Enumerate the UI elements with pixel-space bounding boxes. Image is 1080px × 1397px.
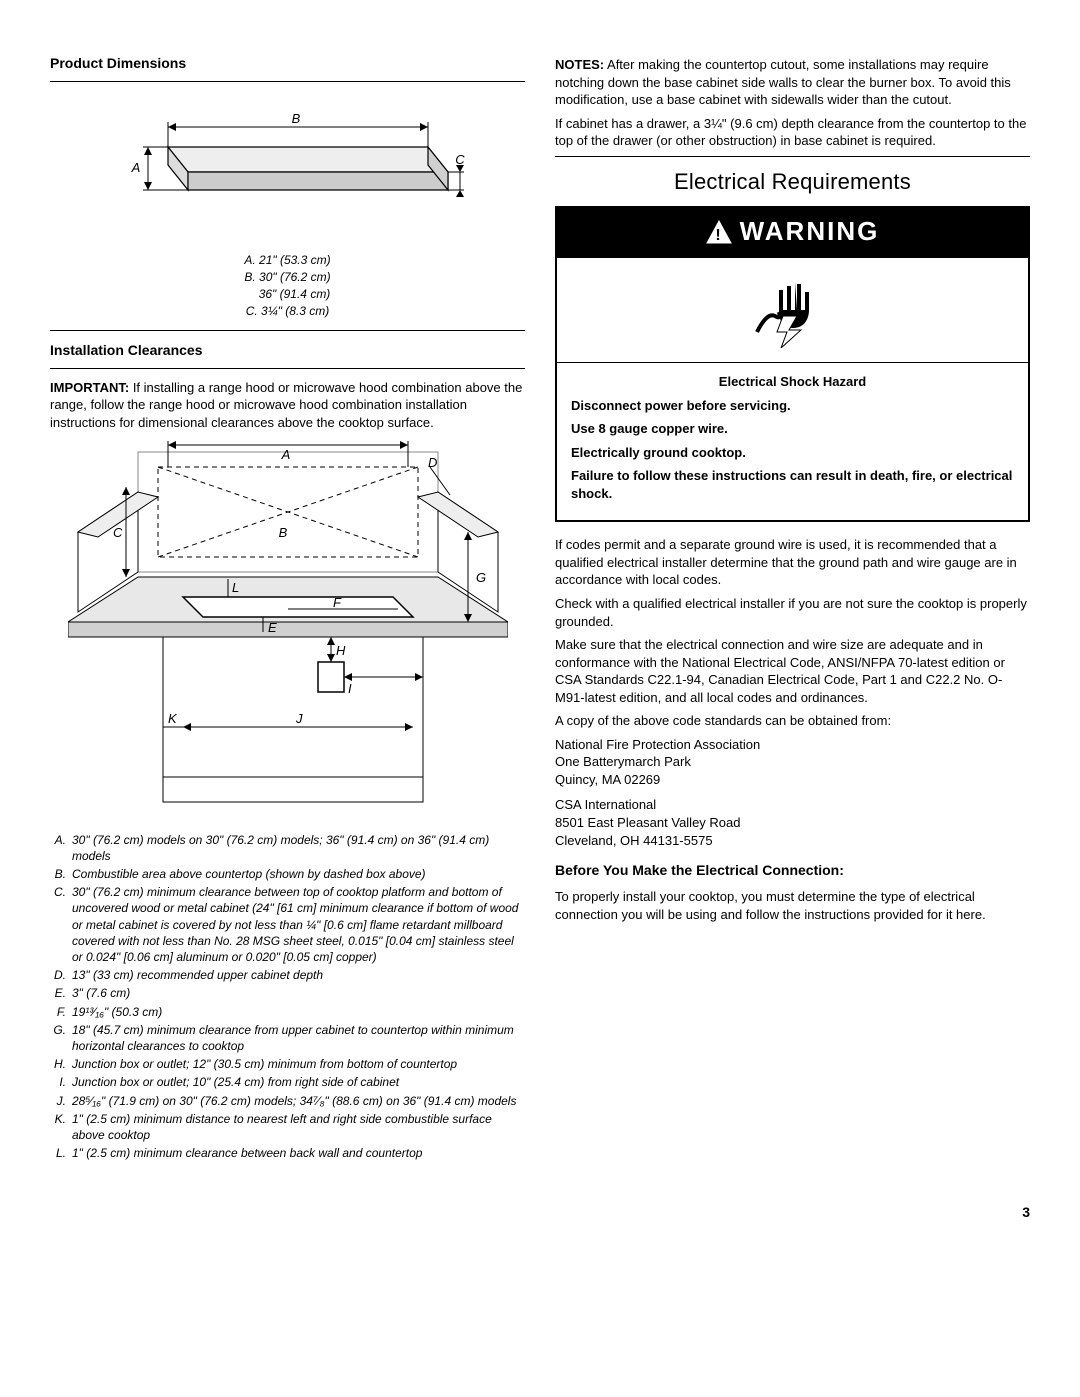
divider [50,81,525,82]
divider [50,330,525,331]
page-number: 3 [50,1203,1030,1222]
divider [50,368,525,369]
warning-box: ! WARNING Electrical Shock Hazard Discon… [555,206,1030,522]
caption-line: B. 30" (76.2 cm) [50,269,525,286]
warning-triangle-icon: ! [706,220,732,244]
legend-item: D.13" (33 cm) recommended upper cabinet … [50,967,525,983]
installation-clearances-heading: Installation Clearances [50,341,525,360]
svg-text:B: B [278,525,287,540]
svg-text:K: K [168,711,178,726]
svg-text:A: A [280,447,290,462]
clearances-svg: A D C B L E F G H I J K [68,437,508,817]
electrical-para-2: Check with a qualified electrical instal… [555,595,1030,630]
address-csa: CSA International 8501 East Pleasant Val… [555,796,1030,849]
legend-item: J.28⁵⁄₁₆" (71.9 cm) on 30" (76.2 cm) mod… [50,1093,525,1109]
address-nfpa: National Fire Protection Association One… [555,736,1030,789]
legend-item: L.1" (2.5 cm) minimum clearance between … [50,1145,525,1161]
warning-line: Electrically ground cooktop. [571,444,1014,462]
legend-item: I.Junction box or outlet; 10" (25.4 cm) … [50,1074,525,1090]
notes-text: After making the countertop cutout, some… [555,57,1011,107]
electrical-para-3: Make sure that the electrical connection… [555,636,1030,706]
dimensions-caption: A. 21" (53.3 cm) B. 30" (76.2 cm) 36" (9… [50,252,525,319]
warning-body: Electrical Shock Hazard Disconnect power… [557,373,1028,520]
legend-item: C.30" (76.2 cm) minimum clearance betwee… [50,884,525,965]
addr-line: One Batterymarch Park [555,753,1030,771]
addr-line: National Fire Protection Association [555,736,1030,754]
caption-line: 36" (91.4 cm) [50,286,525,303]
caption-line: A. 21" (53.3 cm) [50,252,525,269]
caption-line: C. 3¼" (8.3 cm) [50,303,525,320]
legend-item: K.1" (2.5 cm) minimum distance to neares… [50,1111,525,1143]
electrical-requirements-heading: Electrical Requirements [555,167,1030,197]
important-paragraph: IMPORTANT: If installing a range hood or… [50,379,525,432]
installation-clearances-diagram: A D C B L E F G H I J K [50,437,525,822]
warning-inner-divider [557,362,1028,363]
addr-line: CSA International [555,796,1030,814]
svg-text:!: ! [715,227,722,244]
legend-item: F.19¹³⁄₁₆" (50.3 cm) [50,1004,525,1020]
svg-text:L: L [232,580,239,595]
clearances-legend: A.30" (76.2 cm) models on 30" (76.2 cm) … [50,832,525,1162]
addr-line: 8501 East Pleasant Valley Road [555,814,1030,832]
warning-header-text: WARNING [740,214,880,249]
legend-item: A.30" (76.2 cm) models on 30" (76.2 cm) … [50,832,525,864]
electrical-para-4: A copy of the above code standards can b… [555,712,1030,730]
divider [555,156,1030,157]
svg-text:H: H [336,643,346,658]
svg-text:A: A [130,160,140,175]
warning-line: Failure to follow these instructions can… [571,467,1014,502]
legend-item: G.18" (45.7 cm) minimum clearance from u… [50,1022,525,1054]
before-connection-heading: Before You Make the Electrical Connectio… [555,861,1030,880]
warning-hazard-title: Electrical Shock Hazard [571,373,1014,391]
svg-text:G: G [476,570,486,585]
addr-line: Quincy, MA 02269 [555,771,1030,789]
notes-prefix: NOTES: [555,57,604,72]
important-prefix: IMPORTANT: [50,380,129,395]
svg-text:E: E [268,620,277,635]
right-column: NOTES: After making the countertop cutou… [555,50,1030,1163]
svg-text:J: J [295,711,303,726]
svg-text:C: C [455,152,465,167]
warning-line: Use 8 gauge copper wire. [571,420,1014,438]
before-connection-text: To properly install your cooktop, you mu… [555,888,1030,923]
warning-header: ! WARNING [557,208,1028,257]
electrical-shock-icon [753,272,833,348]
legend-item: E.3" (7.6 cm) [50,985,525,1001]
svg-text:I: I [348,681,352,696]
product-dimensions-diagram: B A C A. 21" (53.3 cm) B. 30" (76.2 cm) [50,92,525,320]
notes-paragraph: NOTES: After making the countertop cutou… [555,56,1030,109]
product-dimensions-heading: Product Dimensions [50,54,525,73]
legend-item: H.Junction box or outlet; 12" (30.5 cm) … [50,1056,525,1072]
svg-text:C: C [113,525,123,540]
left-column: Product Dimensions B [50,50,525,1163]
warning-icon-area [557,258,1028,363]
svg-text:F: F [333,595,342,610]
warning-line: Disconnect power before servicing. [571,397,1014,415]
drawer-paragraph: If cabinet has a drawer, a 3¼" (9.6 cm) … [555,115,1030,150]
svg-text:B: B [291,111,300,126]
addr-line: Cleveland, OH 44131-5575 [555,832,1030,850]
electrical-para-1: If codes permit and a separate ground wi… [555,536,1030,589]
two-column-layout: Product Dimensions B [50,50,1030,1163]
svg-text:D: D [428,455,437,470]
cooktop-dimensions-svg: B A C [108,92,468,242]
legend-item: B.Combustible area above countertop (sho… [50,866,525,882]
